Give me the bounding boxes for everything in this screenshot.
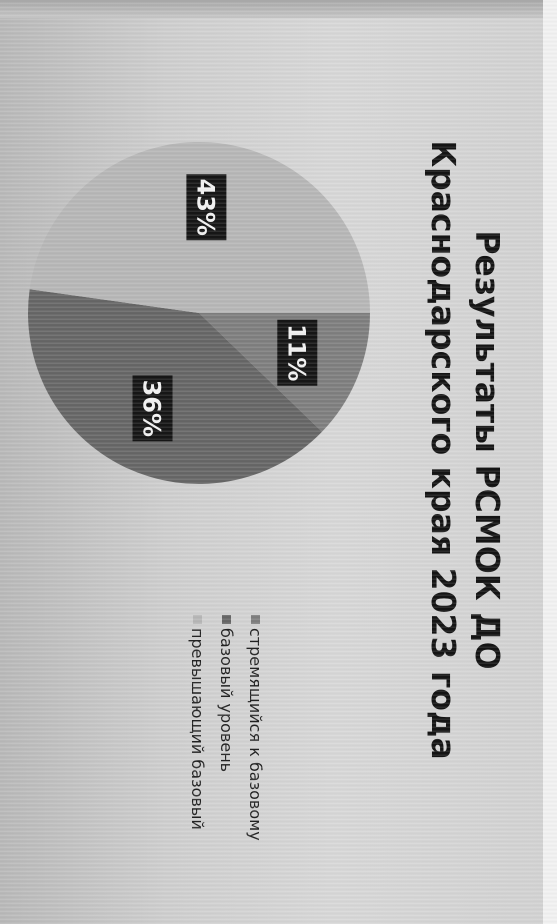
data-label-text-above: 43% xyxy=(191,179,219,236)
data-label-striving: 11% xyxy=(277,319,318,386)
scan-top-strip xyxy=(0,0,557,18)
data-label-basic: 36% xyxy=(132,375,173,442)
legend-item-basic: базовый уровень xyxy=(212,615,241,895)
legend-item-striving: стремящийся к базовому xyxy=(241,615,270,895)
data-label-box-striving xyxy=(277,319,318,386)
chart-title: Результаты РСМОК ДО Краснодарского края … xyxy=(421,120,509,780)
chart-title-line-2: Краснодарского края 2023 года xyxy=(424,140,463,760)
legend-label-basic: базовый уровень xyxy=(217,628,236,773)
data-label-text-basic: 36% xyxy=(138,380,166,437)
pie-slice-basic xyxy=(28,289,323,484)
legend-swatch-basic xyxy=(222,615,231,624)
pie-chart: 11% 36% 43% xyxy=(28,142,370,484)
chart-title-line-1: Результаты РСМОК ДО xyxy=(468,230,507,670)
legend-swatch-striving xyxy=(251,615,260,624)
legend-label-above: превышающий базовый xyxy=(188,628,207,830)
data-label-text-striving: 11% xyxy=(282,324,310,381)
legend-swatch-above xyxy=(193,615,202,624)
data-label-box-basic xyxy=(132,375,173,442)
legend-label-striving: стремящийся к базовому xyxy=(246,628,265,841)
data-label-box-above xyxy=(186,174,227,241)
scan-right-edge xyxy=(543,0,557,924)
data-label-above: 43% xyxy=(186,174,227,241)
chart-legend: стремящийся к базовому базовый уровень п… xyxy=(183,615,270,895)
legend-item-above: превышающий базовый xyxy=(183,615,212,895)
